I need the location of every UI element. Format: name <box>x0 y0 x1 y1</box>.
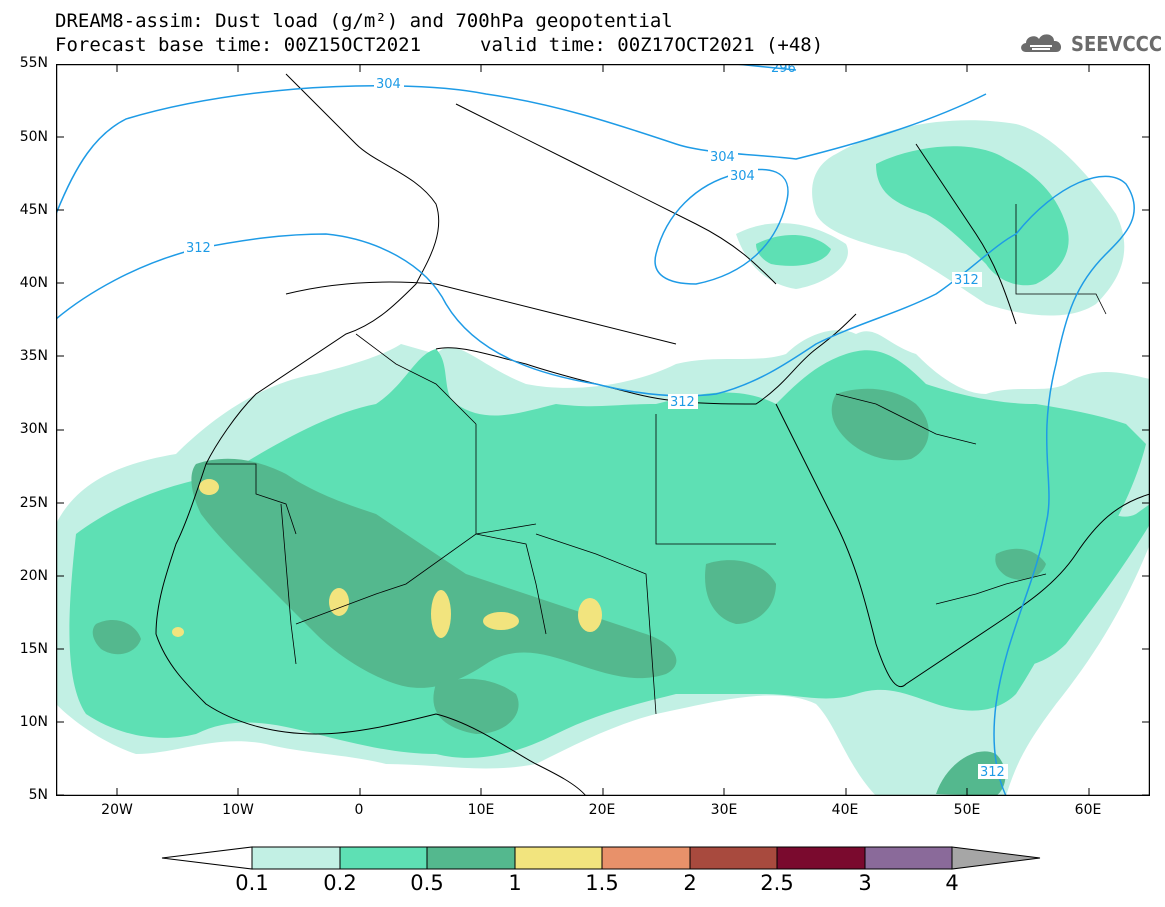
contour-label: 312 <box>670 395 695 410</box>
lat-label: 50N <box>19 129 48 145</box>
colorbar-swatch <box>864 846 953 870</box>
lat-label: 5N <box>28 787 48 803</box>
logo-text: SEEVCCC <box>1071 32 1163 56</box>
lat-label: 40N <box>19 275 48 291</box>
colorbar-label: 0.1 <box>235 871 269 895</box>
colorbar-swatch <box>689 846 778 870</box>
lon-label: 10E <box>467 802 495 818</box>
colorbar-label: 1 <box>508 871 522 895</box>
colorbar-high-arrow <box>951 846 1041 870</box>
lon-label: 50E <box>953 802 981 818</box>
contour-label: 312 <box>186 241 211 256</box>
country-borders <box>206 204 1107 715</box>
colorbar-swatch <box>514 846 603 870</box>
contour-label: 296 <box>771 64 796 76</box>
colorbar-label: 4 <box>945 871 959 895</box>
colorbar-label: 2 <box>683 871 697 895</box>
colorbar-label: 2.5 <box>760 871 794 895</box>
contour-label: 304 <box>730 169 755 184</box>
lon-label: 20E <box>588 802 616 818</box>
lon-label: 40E <box>831 802 859 818</box>
lat-label: 15N <box>19 641 48 657</box>
colorbar-swatch <box>601 846 691 870</box>
lat-label: 35N <box>19 348 48 364</box>
chart-title: DREAM8-assim: Dust load (g/m²) and 700hP… <box>55 10 673 32</box>
lat-label: 20N <box>19 568 48 584</box>
colorbar <box>161 846 1041 870</box>
colorbar-label: 3 <box>858 871 872 895</box>
contour-label: 304 <box>376 77 401 92</box>
colorbar-swatch <box>251 846 341 870</box>
lon-label: 20W <box>101 802 133 818</box>
lon-label: 0 <box>354 802 364 818</box>
contour-label: 312 <box>980 765 1005 780</box>
colorbar-low-arrow <box>161 846 253 870</box>
valid-time: valid time: 00Z17OCT2021 (+48) <box>480 34 824 56</box>
forecast-base-time: Forecast base time: 00Z15OCT2021 <box>55 34 422 56</box>
axis-ticks <box>56 64 1150 796</box>
lon-label: 30E <box>710 802 738 818</box>
lat-label: 25N <box>19 495 48 511</box>
contour-label: 304 <box>710 150 735 165</box>
cloud-icon <box>1021 34 1062 52</box>
colorbar-swatch <box>426 846 516 870</box>
lon-label: 10W <box>222 802 254 818</box>
lat-label: 30N <box>19 421 48 437</box>
colorbar-label: 0.2 <box>323 871 357 895</box>
dust-level-1 <box>172 479 602 638</box>
contour-label: 312 <box>954 273 979 288</box>
contour-labels: 304 304 304 312 312 312 312 296 <box>184 64 1008 780</box>
lat-label: 45N <box>19 202 48 218</box>
colorbar-swatch <box>776 846 866 870</box>
seevccc-logo: SEEVCCC <box>1018 28 1162 60</box>
lon-label: 60E <box>1074 802 1102 818</box>
colorbar-label: 0.5 <box>410 871 444 895</box>
lat-label: 10N <box>19 714 48 730</box>
colorbar-swatch <box>339 846 428 870</box>
colorbar-label: 1.5 <box>585 871 619 895</box>
dust-load-map: 304 304 304 312 312 312 312 296 <box>56 64 1150 796</box>
lat-label: 55N <box>19 55 48 71</box>
